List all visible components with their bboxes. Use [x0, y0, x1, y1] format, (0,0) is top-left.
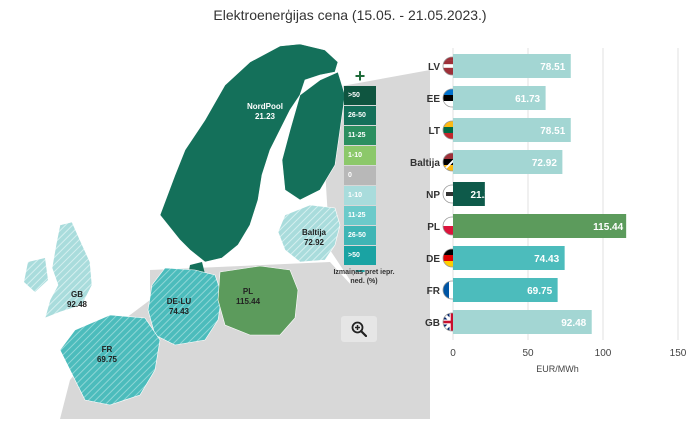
legend-item: 26-50 — [344, 226, 376, 245]
data-label: 78.51 — [540, 62, 565, 73]
region-fr — [59, 314, 161, 406]
region-pl — [217, 265, 299, 336]
map-label-baltija-name: Baltija — [301, 228, 326, 237]
data-label: 115.44 — [593, 222, 623, 233]
map-label-pl-name: PL — [242, 287, 254, 296]
category-label: PL — [427, 222, 440, 233]
legend-item: 11-25 — [344, 126, 376, 145]
map-label-baltija: Baltija 72.92 — [290, 228, 338, 248]
category-label: DE — [426, 254, 440, 265]
legend-item: >50 — [344, 246, 376, 265]
category-label: FR — [427, 286, 441, 297]
legend-item: 11-25 — [344, 206, 376, 225]
bar[interactable] — [453, 86, 546, 110]
data-label: 69.75 — [527, 286, 552, 297]
chart-title: Elektroenerģijas cena (15.05. - 21.05.20… — [213, 7, 487, 23]
category-label: LT — [429, 126, 440, 137]
x-tick-label: 0 — [450, 348, 456, 359]
legend-item: 0 — [344, 166, 376, 185]
legend-minus-sign: − — [354, 261, 366, 281]
zoom-button[interactable] — [341, 316, 377, 342]
region-finland — [281, 71, 346, 201]
map-label-fr-name: FR — [101, 345, 113, 354]
region-nordpool — [159, 43, 339, 263]
map-svg — [24, 43, 430, 419]
bar[interactable] — [453, 310, 592, 334]
map-label-nordpool-value: 21.23 — [254, 112, 276, 121]
category-label: EE — [427, 94, 441, 105]
map-label-fr: FR 69.75 — [86, 345, 128, 365]
legend-item: 1-10 — [344, 146, 376, 165]
map-label-gb-value: 92.48 — [66, 300, 88, 309]
legend-item: >50 — [344, 86, 376, 105]
legend-cells: >50 26-50 11-25 1-10 0 1-10 11-25 26-50 >50 — [344, 86, 376, 265]
x-tick-label: 150 — [670, 348, 687, 359]
map-label-gb-name: GB — [71, 290, 83, 299]
x-tick-label: 100 — [595, 348, 612, 359]
data-label: 72.92 — [532, 158, 557, 169]
category-label: Baltija — [410, 158, 440, 169]
data-label: 21.23 — [470, 190, 495, 201]
data-label: 61.73 — [515, 94, 540, 105]
map-label-delu-name: DE-LU — [166, 297, 192, 306]
x-tick-label: 50 — [522, 348, 534, 359]
region-gb — [44, 221, 93, 319]
bar[interactable] — [453, 246, 565, 270]
bar[interactable] — [453, 182, 485, 206]
data-label: 74.43 — [534, 254, 559, 265]
price-bar-chart: 0 50 100 150 EUR/MWh LV 78.51 EE 61.73 LT 78.51 Bal… — [410, 48, 687, 374]
map-label-delu-value: 74.43 — [168, 307, 190, 316]
category-label: NP — [426, 190, 440, 201]
legend-note: Izmaiņas pret iepr. ned. (%) — [333, 269, 395, 285]
color-legend: + >50 26-50 11-25 1-10 0 1-10 11-25 26-50 >50 − — [344, 66, 376, 281]
region-delu — [147, 267, 223, 346]
zoom-in-icon — [351, 321, 367, 337]
region-ireland — [24, 258, 48, 292]
bar[interactable] — [453, 118, 571, 142]
map-label-baltija-value: 72.92 — [303, 238, 325, 247]
price-map: NordPool 21.23 Baltija 72.92 GB 92.48 DE… — [0, 30, 430, 419]
map-label-pl: PL 115.44 — [228, 287, 268, 307]
bar[interactable] — [453, 150, 563, 174]
region-baltija — [277, 204, 341, 263]
legend-plus-sign: + — [354, 66, 366, 86]
map-label-fr-value: 69.75 — [96, 355, 118, 364]
data-label: 92.48 — [561, 318, 586, 329]
legend-item: 26-50 — [344, 106, 376, 125]
category-label: GB — [425, 318, 440, 329]
map-label-gb: GB 92.48 — [56, 290, 98, 310]
bar[interactable] — [453, 214, 627, 238]
data-label: 78.51 — [540, 126, 565, 137]
map-label-nordpool: NordPool 21.23 — [238, 102, 292, 122]
map-label-pl-value: 115.44 — [235, 297, 261, 306]
map-label-delu: DE-LU 74.43 — [155, 297, 203, 317]
bar[interactable] — [453, 54, 571, 78]
map-label-nordpool-name: NordPool — [247, 102, 283, 111]
legend-item: 1-10 — [344, 186, 376, 205]
category-label: LV — [428, 62, 440, 73]
x-axis-label: EUR/MWh — [536, 364, 579, 374]
bar[interactable] — [453, 278, 558, 302]
